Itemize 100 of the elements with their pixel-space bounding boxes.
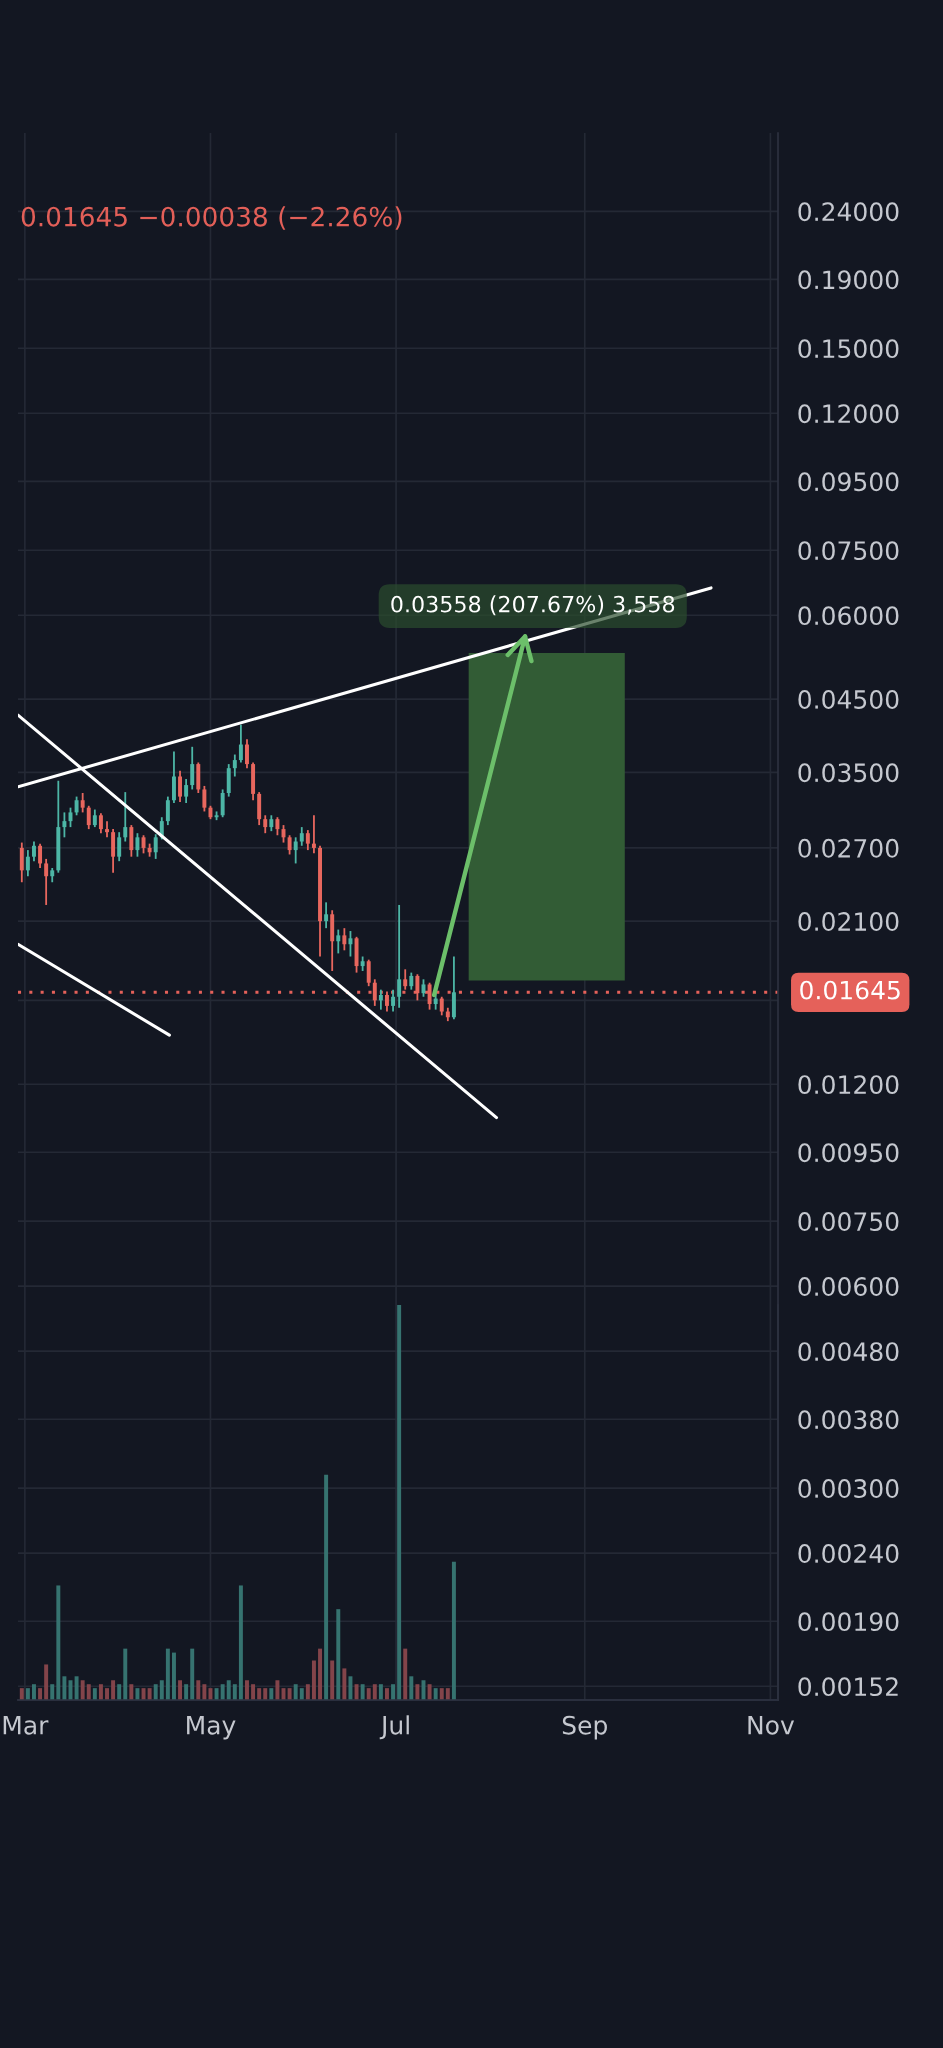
y-tick-label: 0.12000 (798, 404, 899, 424)
bar (44, 1664, 49, 1700)
candlestick (129, 824, 134, 858)
bar (117, 1684, 122, 1700)
y-tick-label: 0.02700 (798, 838, 899, 858)
bar (451, 1561, 456, 1700)
candlestick (391, 988, 396, 1013)
bar (190, 1648, 195, 1700)
bar (433, 1688, 438, 1700)
y-tick-label: 0.00190 (798, 1612, 899, 1632)
bar (129, 1684, 134, 1700)
candlestick (287, 834, 292, 856)
bar (342, 1668, 347, 1700)
bar (178, 1680, 183, 1700)
bar (439, 1688, 444, 1700)
bar (318, 1648, 322, 1700)
y-tick-label: 0.06000 (798, 606, 899, 626)
candlestick (153, 833, 158, 860)
candlestick (19, 841, 24, 884)
bar (19, 1688, 24, 1700)
candlestick (80, 792, 85, 814)
y-tick-label: 0.15000 (798, 339, 899, 359)
bar (238, 1585, 243, 1700)
bar (141, 1688, 146, 1700)
bar (403, 1648, 408, 1700)
bar (354, 1684, 359, 1700)
candlestick (378, 988, 383, 1011)
ref-line-label: 0.01645 (800, 980, 900, 1000)
bar (62, 1676, 67, 1700)
bar (269, 1688, 274, 1700)
y-tick-label: 0.00300 (798, 1479, 899, 1498)
bar (184, 1684, 189, 1700)
candlestick (141, 834, 146, 855)
candlestick (165, 795, 170, 827)
candlestick (202, 785, 207, 813)
candlestick (299, 826, 304, 847)
y-tick-label: 0.24000 (798, 202, 899, 222)
candlestick (384, 990, 389, 1013)
bar (171, 1652, 176, 1700)
bar (147, 1688, 152, 1700)
y-tick-label: 0.03500 (798, 763, 899, 783)
x-tick-label: Nov (748, 1716, 795, 1735)
candlestick (171, 750, 176, 804)
candlestick (238, 723, 243, 764)
candlestick (366, 958, 371, 988)
x-tick-label: Jul (379, 1715, 409, 1740)
y-tick-label: 0.00950 (798, 1143, 899, 1163)
bar (251, 1684, 256, 1700)
bar (415, 1684, 420, 1700)
bar (409, 1676, 414, 1700)
candlestick (184, 778, 189, 804)
bar (86, 1684, 91, 1700)
bar (348, 1676, 353, 1700)
x-tick-label: Mar (3, 1716, 49, 1735)
candlestick (38, 842, 43, 869)
candlestick (98, 812, 103, 835)
bar (208, 1688, 213, 1700)
candlestick (348, 930, 353, 958)
bar (56, 1585, 61, 1700)
bar (74, 1676, 79, 1700)
bar (384, 1688, 389, 1700)
bar (427, 1684, 432, 1700)
candlestick (324, 901, 329, 930)
bar (92, 1688, 97, 1700)
y-tick-label: 0.01200 (798, 1075, 899, 1095)
bar (378, 1684, 383, 1700)
candlestick (397, 904, 402, 1009)
candlestick (105, 820, 109, 839)
bar (226, 1680, 231, 1700)
bar (311, 1660, 316, 1700)
candlestick (117, 831, 122, 863)
bar (214, 1688, 219, 1700)
candlestick (305, 829, 310, 851)
bar (165, 1648, 170, 1700)
candlestick (190, 745, 195, 791)
bar (275, 1680, 280, 1700)
bar (330, 1660, 335, 1700)
candlestick (220, 788, 225, 819)
bar (245, 1680, 249, 1700)
candlestick (245, 738, 249, 770)
candlestick (336, 928, 341, 955)
bar (391, 1684, 396, 1700)
candlestick (123, 791, 128, 843)
bar (32, 1684, 36, 1700)
bar (372, 1684, 377, 1700)
y-tick-label: 0.09500 (798, 472, 899, 492)
candlestick (293, 836, 298, 865)
candlestick (62, 811, 67, 839)
bar (305, 1684, 310, 1700)
bar (105, 1688, 109, 1700)
candlestick (86, 804, 91, 831)
bar (324, 1474, 329, 1700)
bar (202, 1684, 207, 1700)
candlestick (342, 927, 347, 952)
bar (135, 1688, 140, 1700)
x-tick-label: Sep (562, 1715, 607, 1740)
bar (80, 1680, 85, 1700)
y-tick-label: 0.00750 (798, 1212, 899, 1232)
y-tick-label: 0.00152 (798, 1677, 898, 1697)
bar (123, 1648, 128, 1700)
